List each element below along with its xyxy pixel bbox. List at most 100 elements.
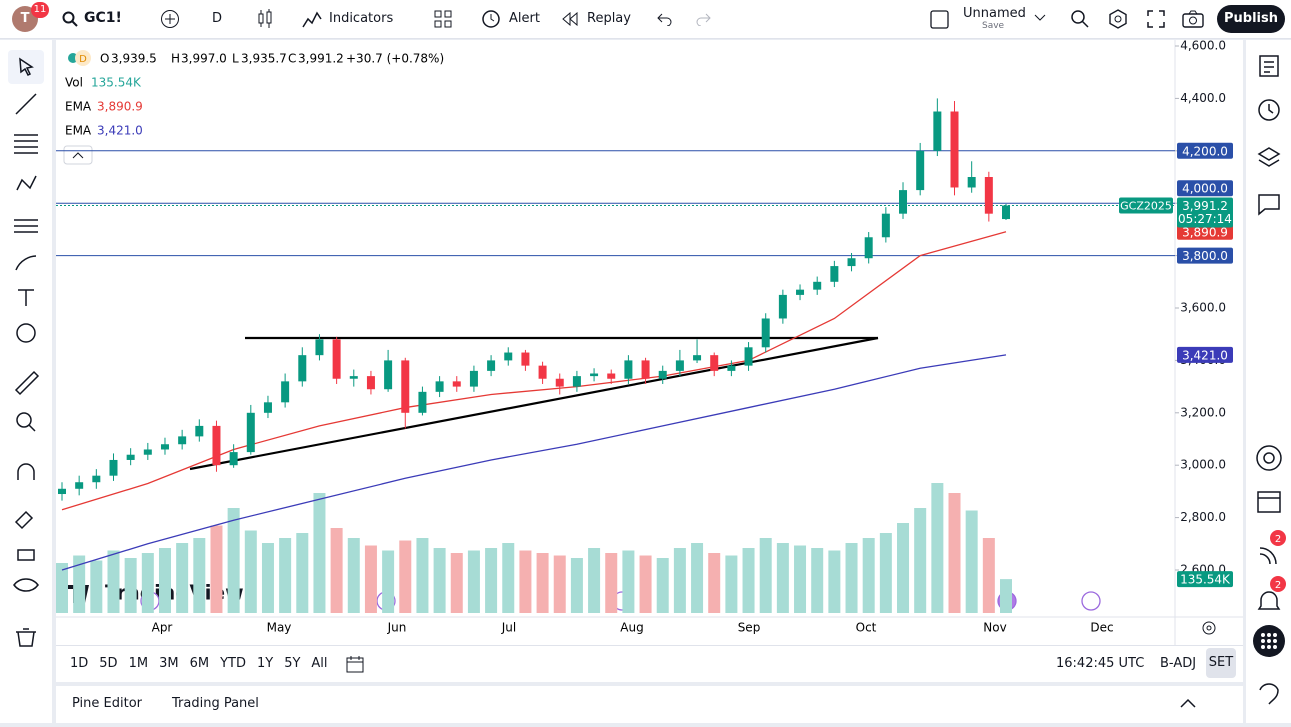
volume-bar xyxy=(742,548,755,613)
range-button[interactable]: 5D xyxy=(99,656,118,671)
redo[interactable] xyxy=(695,12,711,26)
volume-bar xyxy=(107,550,120,613)
candle-body xyxy=(126,454,135,460)
snapshot[interactable] xyxy=(1182,10,1204,28)
range-button[interactable]: 1D xyxy=(70,656,89,671)
candle-body xyxy=(143,449,152,455)
volume-bar xyxy=(794,545,807,613)
legend-vol-label: Vol xyxy=(65,76,83,90)
candle-body xyxy=(366,376,375,390)
volume-bar xyxy=(433,548,446,613)
volume-bar xyxy=(845,543,858,613)
volume-bar xyxy=(141,553,154,613)
candle-body xyxy=(899,190,908,214)
right-sidebar: 2 2 xyxy=(1246,40,1291,723)
volume-bar xyxy=(313,493,326,613)
volume-bar xyxy=(811,548,824,613)
alert-button[interactable]: Alert xyxy=(509,11,540,26)
candle-body xyxy=(693,355,702,361)
candle-body xyxy=(281,381,290,403)
ema-line xyxy=(61,231,1007,511)
candle-body xyxy=(246,412,255,453)
candle-body xyxy=(487,360,496,371)
date-range[interactable] xyxy=(346,655,364,673)
range-button[interactable]: 3M xyxy=(159,656,179,671)
candle-body xyxy=(315,339,324,356)
legend-open: 3,939.5 xyxy=(111,52,157,66)
panel-toggle[interactable] xyxy=(1180,698,1196,708)
legend-vol: 135.54K xyxy=(91,76,142,90)
trend-drawings xyxy=(189,336,879,471)
candle-body xyxy=(418,391,427,413)
volume-bar xyxy=(124,558,137,613)
volume-badge-label: 135.54K xyxy=(1180,573,1231,587)
range-button[interactable]: All xyxy=(311,656,328,671)
session[interactable]: SET xyxy=(1206,648,1236,678)
candle-body xyxy=(538,365,547,379)
volume-bar xyxy=(948,493,961,613)
volume-bar xyxy=(450,553,463,613)
fullscreen[interactable] xyxy=(1147,10,1165,28)
candle-body xyxy=(435,381,444,392)
range-button[interactable]: YTD xyxy=(220,656,246,671)
layouts[interactable] xyxy=(434,10,452,28)
candle-body xyxy=(349,376,358,379)
layout-name[interactable]: Unnamed xyxy=(963,6,1026,21)
volume-bar xyxy=(261,543,274,613)
y-tick-label: 3,600.0 xyxy=(1180,301,1226,315)
undo[interactable] xyxy=(657,12,673,26)
chart-type[interactable] xyxy=(256,9,274,29)
volume-bar xyxy=(965,510,978,613)
y-tick-label: 2,800.0 xyxy=(1180,510,1226,524)
volume-bar xyxy=(210,525,223,613)
volume-bar xyxy=(879,533,892,613)
x-tick-label: Aug xyxy=(620,621,643,635)
range-button[interactable]: 5Y xyxy=(284,656,301,671)
x-tick-label: Apr xyxy=(152,621,173,635)
adjustment[interactable]: B-ADJ xyxy=(1160,656,1197,671)
clock: 16:42:45 UTC xyxy=(1056,656,1145,671)
indicators-icon xyxy=(302,11,322,28)
candle-body xyxy=(916,150,925,191)
bottom-toolbar: 1D 5D 1M 3M 6M YTD 1Y 5Y All 16:42:45 UTC B-ADJ … xyxy=(56,645,1243,682)
range-button[interactable]: 1Y xyxy=(256,656,274,671)
chart-settings[interactable] xyxy=(1202,621,1216,635)
indicators-button[interactable]: Indicators xyxy=(329,11,394,26)
add-symbol[interactable] xyxy=(160,9,180,29)
x-tick-label: May xyxy=(267,621,292,635)
candle-body xyxy=(263,402,272,413)
volume-bar xyxy=(708,553,721,613)
settings[interactable] xyxy=(1108,9,1128,29)
volume-bar xyxy=(485,548,498,613)
volume-bar xyxy=(605,553,618,613)
volume-bar xyxy=(639,555,652,613)
quick-search[interactable] xyxy=(1070,9,1090,29)
legend-low: 3,935.7 xyxy=(241,52,287,66)
volume-bar xyxy=(622,550,635,613)
symbol[interactable]: GC1! xyxy=(84,10,122,26)
publish-button[interactable]: Publish xyxy=(1217,5,1285,33)
legend: D O 3,939.5 H 3,997.0 L 3,935.7 C 3,991.… xyxy=(63,50,444,165)
layout-menu[interactable] xyxy=(1034,14,1046,22)
candle-body xyxy=(967,177,976,188)
bottom-panel: Pine Editor Trading Panel xyxy=(56,686,1243,723)
candle-body xyxy=(195,425,204,437)
panel-tab[interactable]: Pine Editor xyxy=(72,696,143,711)
replay-button[interactable]: Replay xyxy=(587,11,631,26)
notification-count: 11 xyxy=(31,2,49,18)
candle-body xyxy=(109,459,118,476)
x-tick-label: Jul xyxy=(501,621,516,635)
panel-tab[interactable]: Trading Panel xyxy=(172,696,259,711)
candle-body xyxy=(813,281,822,290)
range-button[interactable]: 6M xyxy=(189,656,210,671)
layout-checkbox[interactable] xyxy=(930,10,949,29)
volume-bar xyxy=(673,548,686,613)
volume-bars xyxy=(56,483,1012,613)
chart: D O 3,939.5 H 3,997.0 L 3,935.7 C 3,991.… xyxy=(56,39,1243,645)
range-button[interactable]: 1M xyxy=(128,656,149,671)
interval[interactable]: D xyxy=(212,11,223,26)
candle-body xyxy=(298,355,307,382)
volume-bar xyxy=(193,538,206,613)
legend-low-label: L xyxy=(232,52,239,66)
